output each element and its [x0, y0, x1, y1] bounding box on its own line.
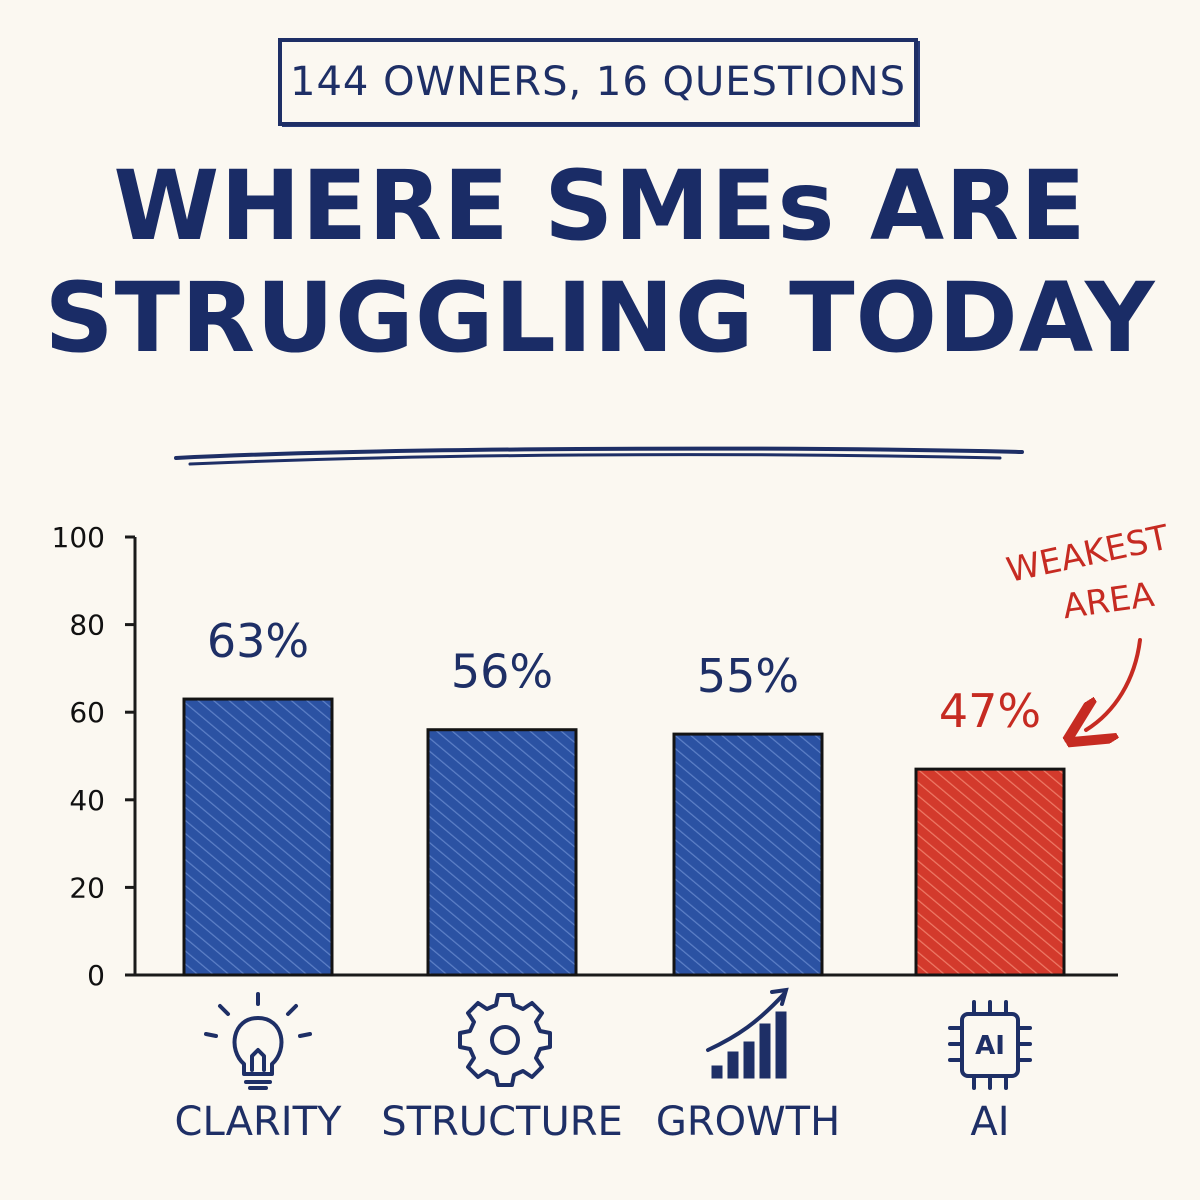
category-labels: CLARITY STRUCTURE GROWTH AI — [175, 1099, 1010, 1145]
annotation-line-2: AREA — [1060, 575, 1156, 627]
bars — [182, 697, 1066, 977]
value-labels: 63% 56% 55% 47% — [207, 614, 1041, 738]
bar-growth — [672, 732, 824, 977]
y-tick-label: 20 — [69, 871, 105, 904]
y-tick-label: 100 — [52, 521, 105, 554]
category-label-structure: STRUCTURE — [381, 1099, 623, 1145]
bar-clarity — [182, 697, 334, 977]
survey-badge: 144 OWNERS, 16 QUESTIONS — [278, 38, 918, 126]
x-axis-icons: AI — [204, 987, 1032, 1090]
bar-chart: 0 20 40 60 80 100 63% 56% 55% 47% — [52, 518, 1173, 1145]
y-tick-label: 60 — [69, 696, 105, 729]
value-label-ai: 47% — [939, 684, 1041, 738]
y-tick-label: 40 — [69, 784, 105, 817]
value-label-structure: 56% — [451, 645, 553, 699]
category-label-clarity: CLARITY — [175, 1099, 343, 1145]
page-title: WHERE SMEs ARE STRUGGLING TODAY — [0, 150, 1200, 374]
value-label-clarity: 63% — [207, 614, 309, 668]
bar-structure — [426, 728, 578, 977]
y-tick-label: 0 — [87, 959, 105, 992]
survey-badge-text: 144 OWNERS, 16 QUESTIONS — [290, 59, 906, 105]
annotation-arrow — [1086, 638, 1142, 730]
title-line-2: STRUGGLING TODAY — [44, 262, 1156, 374]
title-underline — [174, 446, 1024, 466]
category-label-growth: GROWTH — [656, 1099, 840, 1145]
growth-chart-icon — [706, 987, 789, 1079]
ai-chip-icon: AI — [948, 1000, 1032, 1090]
lightbulb-icon — [204, 992, 312, 1090]
bar-ai — [914, 767, 1066, 977]
svg-text:AI: AI — [975, 1031, 1005, 1061]
y-tick-label: 80 — [69, 609, 105, 642]
category-label-ai: AI — [970, 1099, 1009, 1145]
gear-icon — [458, 993, 552, 1087]
title-line-1: WHERE SMEs ARE — [113, 150, 1087, 262]
value-label-growth: 55% — [697, 649, 799, 703]
